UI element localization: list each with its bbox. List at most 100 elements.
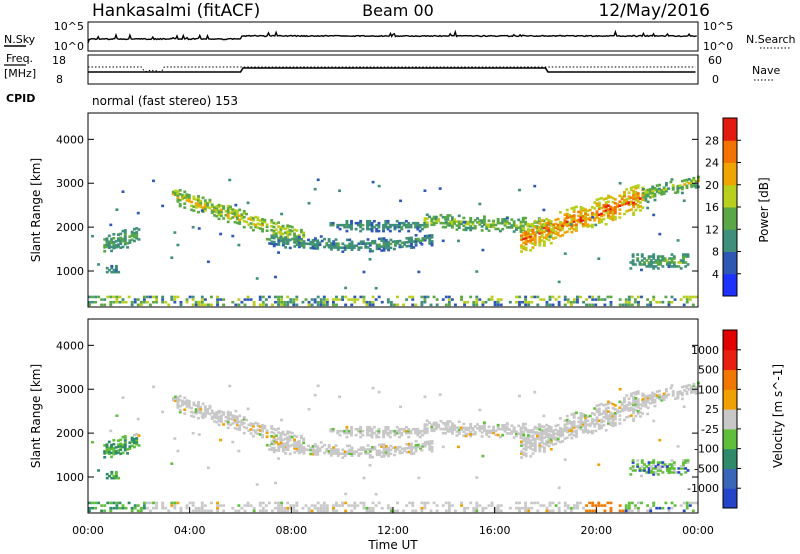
power-cell — [396, 240, 400, 243]
velocity-cell — [536, 509, 540, 513]
power-cell — [281, 232, 285, 236]
power-cell — [508, 226, 512, 229]
velocity-cell — [652, 463, 656, 466]
power-cell — [394, 240, 397, 243]
velocity-cell — [664, 393, 668, 397]
power-cell — [492, 225, 496, 229]
power-cell — [496, 300, 500, 304]
velocity-cell — [270, 440, 274, 444]
power-cell — [307, 242, 310, 246]
power-cell — [302, 240, 306, 243]
velocity-cell — [229, 411, 232, 415]
power-cell — [327, 245, 331, 249]
power-cell — [219, 208, 223, 212]
power-cell — [206, 202, 210, 205]
power-cell — [121, 300, 125, 304]
power-cell — [554, 236, 558, 239]
velocity-cell — [428, 448, 432, 451]
velocity-cell — [475, 501, 479, 505]
power-cell — [517, 226, 521, 230]
velocity-cell — [480, 431, 484, 434]
power-cell — [395, 219, 399, 223]
velocity-cell — [656, 473, 660, 476]
velocity-cell — [370, 433, 374, 437]
velocity-cell — [329, 429, 333, 433]
velocity-cell — [613, 415, 617, 419]
power-cell — [611, 216, 615, 220]
power-cell — [684, 265, 688, 268]
velocity-cell — [105, 447, 109, 450]
velocity-cell — [577, 420, 581, 424]
velocity-cell — [685, 501, 689, 505]
velocity-cell — [400, 451, 404, 455]
power-cell — [378, 243, 381, 247]
power-cell — [128, 235, 132, 238]
power-cell — [636, 253, 640, 256]
power-cell — [478, 221, 482, 224]
power-cell — [414, 225, 417, 229]
velocity-cell — [501, 425, 505, 429]
power-cell — [411, 298, 415, 301]
velocity-cell — [344, 492, 348, 496]
velocity-cell — [531, 434, 535, 438]
velocity-cell — [625, 408, 629, 411]
power-cell — [386, 221, 390, 225]
power-cell — [265, 229, 269, 232]
velocity-cell — [197, 408, 200, 412]
power-cell — [420, 300, 424, 304]
power-cell — [685, 300, 689, 304]
power-cell — [453, 218, 457, 221]
power-cell — [531, 238, 535, 241]
power-cell — [646, 190, 650, 194]
power-cell — [371, 300, 375, 304]
velocity-cell — [496, 427, 500, 431]
velocity-cell — [274, 506, 277, 510]
power-cell — [460, 222, 463, 226]
velocity-cell — [345, 425, 349, 429]
power-cell — [179, 300, 183, 304]
power-cell — [568, 215, 572, 219]
power-cell — [161, 204, 165, 208]
velocity-cell — [538, 428, 542, 431]
power-cell — [263, 218, 267, 222]
velocity-cell — [387, 450, 391, 454]
power-cell — [524, 232, 528, 236]
power-cell — [563, 231, 567, 234]
velocity-cell — [590, 417, 594, 421]
velocity-cell — [117, 476, 121, 480]
velocity-cell — [542, 425, 546, 429]
power-cell — [270, 242, 274, 246]
power-cell — [200, 300, 204, 304]
velocity-cell — [423, 429, 427, 433]
power-cell — [641, 206, 645, 209]
power-cell — [593, 207, 597, 210]
power-cell — [574, 205, 578, 209]
power-cell — [519, 222, 523, 226]
power-cell — [524, 295, 528, 299]
velocity-cell — [607, 420, 610, 423]
power-cell — [359, 295, 363, 299]
power-cell — [322, 295, 326, 299]
power-cell — [325, 303, 329, 307]
velocity-cell — [660, 399, 664, 402]
velocity-cell — [116, 443, 120, 446]
power-cell — [590, 225, 594, 229]
power-cell — [370, 229, 374, 233]
power-cell — [607, 214, 610, 217]
power-cell — [215, 210, 219, 214]
velocity-cell — [283, 506, 287, 510]
power-cell — [572, 298, 576, 301]
velocity-cell — [277, 427, 280, 430]
power-cell — [634, 187, 638, 190]
power-cell — [611, 200, 615, 204]
velocity-cell — [540, 445, 544, 448]
power-cell — [609, 207, 613, 211]
power-cell — [256, 216, 260, 220]
power-cell — [255, 277, 259, 280]
velocity-cell — [607, 418, 610, 421]
power-cell — [217, 209, 221, 213]
velocity-cell — [238, 424, 242, 428]
velocity-cell — [664, 501, 668, 505]
power-cell — [336, 242, 340, 245]
